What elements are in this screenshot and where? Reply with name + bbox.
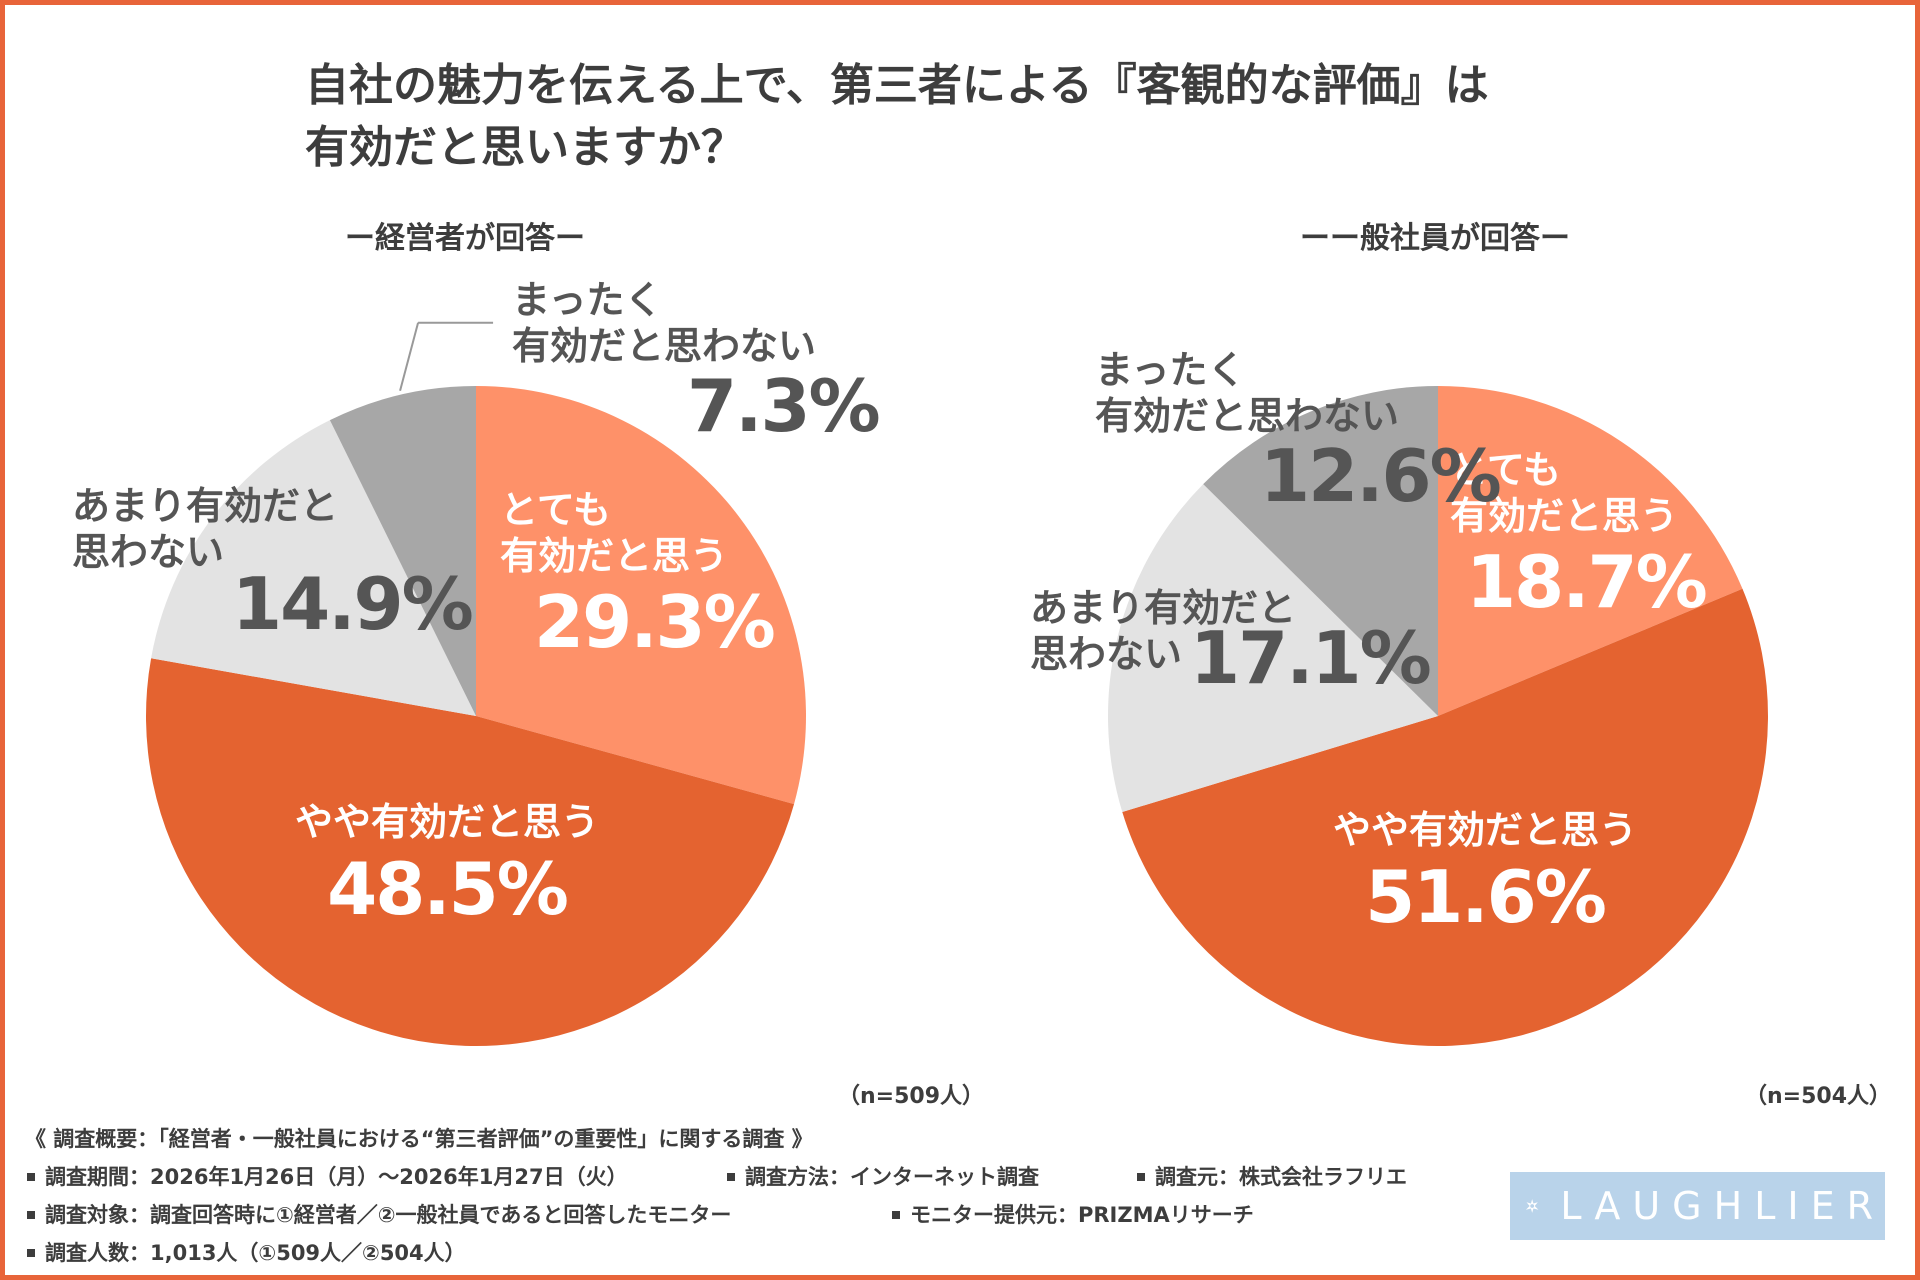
pie-slice-not-at-all-effective [329, 386, 476, 716]
footer-provider: モニター提供元：PRIZMAリサーチ [910, 1203, 1254, 1227]
right-label-somewhat-effective: やや有効だと思う 51.6% [1332, 808, 1637, 939]
logo-text: LAUGHLIER [1560, 1184, 1885, 1228]
footer-row-4: 調査人数：1,013人（①509人／②504人） [25, 1234, 1407, 1272]
employee-pie [1108, 386, 1768, 1046]
left-chart-subtitle: ー経営者が回答ー [345, 221, 585, 256]
bullet-icon [727, 1172, 735, 1181]
pie-slice-very-effective [476, 386, 806, 805]
leader-line-not-at-all [399, 322, 420, 392]
title-line-1: 自社の魅力を伝える上で、第三者による『客観的な評価』は [305, 60, 1489, 111]
bullet-icon [892, 1210, 900, 1219]
chart-title: 自社の魅力を伝える上で、第三者による『客観的な評価』は 有効だと思いますか？ [305, 55, 1489, 179]
footer-provider-wrap: モニター提供元：PRIZMAリサーチ [890, 1196, 1254, 1234]
pie-slice-not-very-effective [151, 420, 477, 716]
bullet-icon [1137, 1172, 1145, 1181]
right-sample-size: （n=504人） [1745, 1084, 1892, 1109]
footer-count-wrap: 調査人数：1,013人（①509人／②504人） [25, 1234, 466, 1272]
left-label-very-effective: とても 有効だと思う 29.3% [500, 488, 776, 665]
footer-period-wrap: 調査期間：2026年1月26日（月）〜2026年1月27日（火） [25, 1158, 725, 1196]
pie-slice-somewhat-effective [1122, 588, 1768, 1046]
pie-slice-somewhat-effective [146, 658, 795, 1046]
survey-footer: 《 調査概要：「経営者・一般社員における“第三者評価”の重要性」に関する調査 》… [25, 1120, 1407, 1272]
footer-count: 調査人数：1,013人（①509人／②504人） [45, 1241, 466, 1265]
footer-source-wrap: 調査元：株式会社ラフリエ [1135, 1158, 1407, 1196]
pie-slice-very-effective [1438, 386, 1743, 716]
left-label-somewhat-effective: やや有効だと思う 48.5% [294, 800, 599, 931]
bullet-icon [27, 1248, 35, 1257]
bullet-icon [27, 1172, 35, 1181]
right-label-very-effective: とても 有効だと思う 18.7% [1450, 448, 1708, 625]
pie-slice-not-at-all-effective [1203, 386, 1438, 716]
footer-method: 調査方法：インターネット調査 [745, 1165, 1039, 1189]
pie-slice-not-very-effective [1108, 484, 1438, 813]
footer-target: 調査対象：調査回答時に①経営者／②一般社員であると回答したモニター [45, 1203, 732, 1227]
title-line-2: 有効だと思いますか？ [305, 122, 745, 173]
footer-source: 調査元：株式会社ラフリエ [1155, 1165, 1407, 1189]
footer-row-2: 調査期間：2026年1月26日（月）〜2026年1月27日（火） 調査方法：イン… [25, 1158, 1407, 1196]
footer-row-3: 調査対象：調査回答時に①経営者／②一般社員であると回答したモニター モニター提供… [25, 1196, 1407, 1234]
right-label-not-at-all: まったく 有効だと思わない 12.6% [1095, 348, 1502, 519]
logo-mark-icon [1525, 1199, 1539, 1213]
bullet-icon [27, 1210, 35, 1219]
left-label-not-at-all: まったく 有効だと思わない 7.3% [512, 278, 881, 449]
executive-pie [146, 386, 806, 1046]
footer-summary: 《 調査概要：「経営者・一般社員における“第三者評価”の重要性」に関する調査 》 [25, 1127, 813, 1151]
left-label-not-very: あまり有効だと 思わない 14.9% [72, 484, 474, 647]
left-sample-size: （n=509人） [838, 1084, 985, 1109]
right-chart-subtitle: ーー般社員が回答ー [1300, 221, 1570, 256]
laughlier-logo: LAUGHLIER [1510, 1172, 1885, 1240]
right-label-not-very: あまり有効だと 思わない 17.1% [1030, 586, 1432, 701]
footer-method-wrap: 調査方法：インターネット調査 [725, 1158, 1135, 1196]
footer-target-wrap: 調査対象：調査回答時に①経営者／②一般社員であると回答したモニター [25, 1196, 890, 1234]
footer-period: 調査期間：2026年1月26日（月）〜2026年1月27日（火） [45, 1165, 628, 1189]
